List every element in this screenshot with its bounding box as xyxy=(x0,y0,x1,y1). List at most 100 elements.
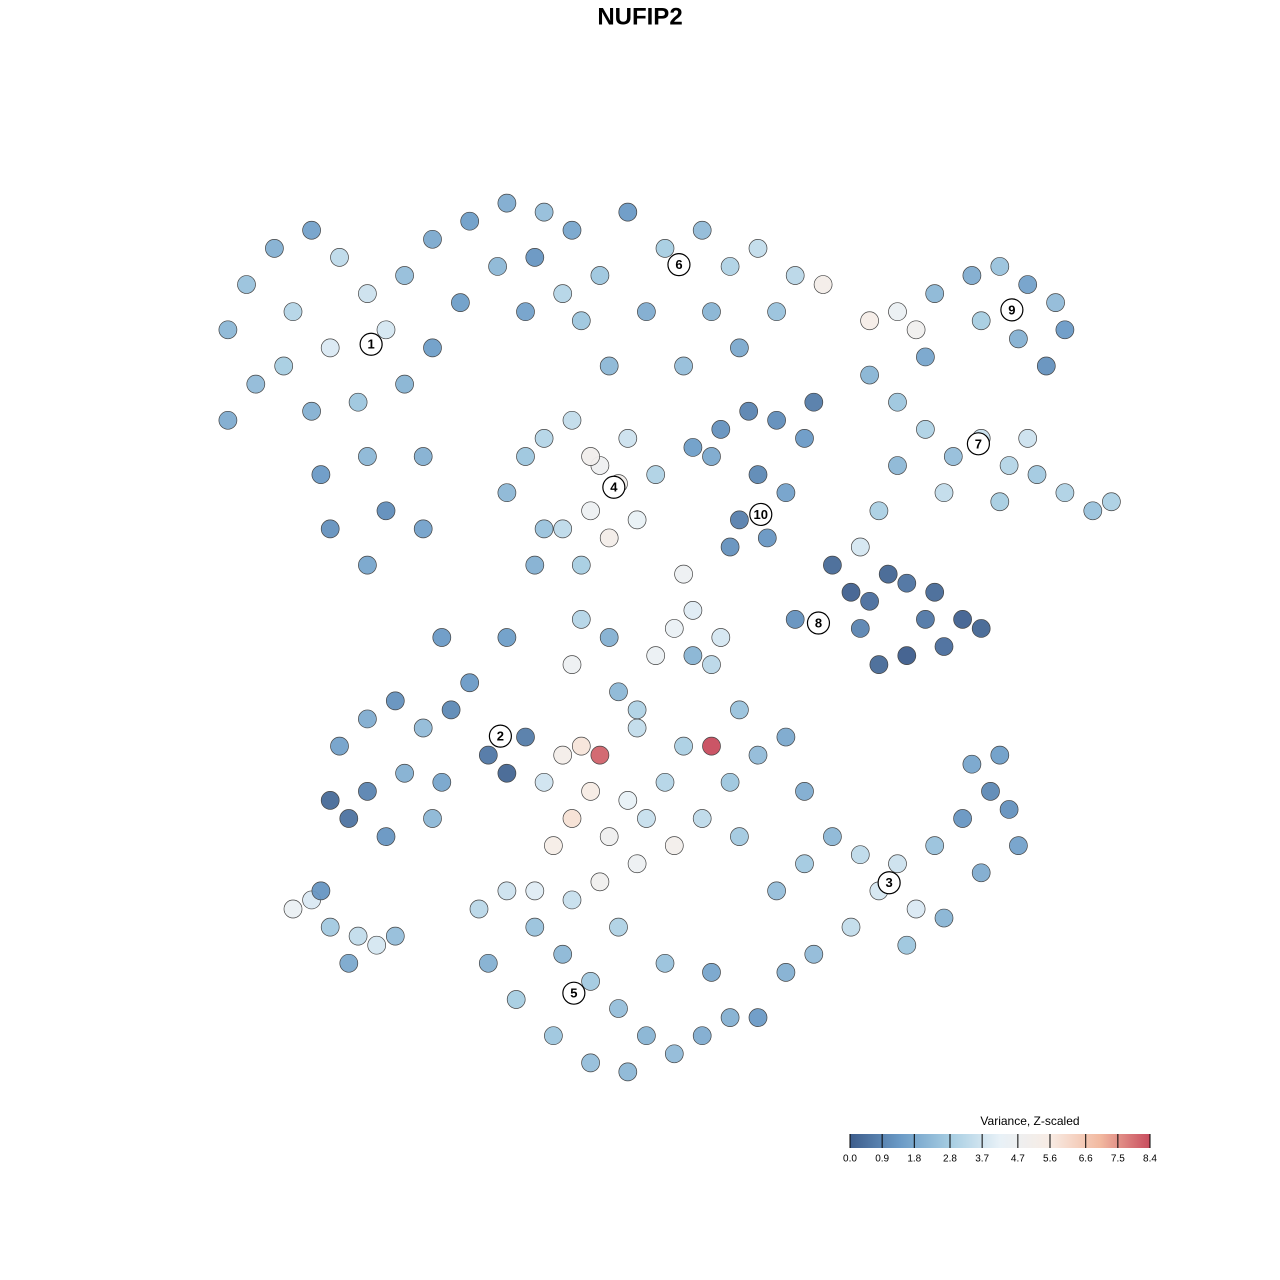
cell-point xyxy=(795,429,814,448)
cluster-label: 5 xyxy=(570,986,577,1001)
cell-point xyxy=(888,392,907,412)
cell-point xyxy=(385,691,405,711)
cell-point xyxy=(748,465,768,484)
cell-point xyxy=(274,356,294,376)
cell-point xyxy=(218,410,238,430)
cell-point xyxy=(646,646,666,665)
cell-point xyxy=(320,519,340,539)
cell-point xyxy=(581,972,600,991)
cell-point xyxy=(888,854,907,874)
cell-point xyxy=(990,257,1010,276)
cell-point xyxy=(702,447,721,466)
cell-point xyxy=(776,727,796,747)
cell-point xyxy=(562,890,582,910)
cluster-badge xyxy=(749,502,773,527)
cell-point xyxy=(339,953,359,973)
cell-point xyxy=(1027,465,1047,484)
cell-point xyxy=(971,311,991,331)
cell-point xyxy=(795,781,814,801)
cell-point xyxy=(897,935,917,955)
cell-point xyxy=(376,501,396,521)
cell-point xyxy=(637,302,656,322)
cell-point xyxy=(767,881,786,901)
cell-point xyxy=(358,781,377,801)
cell-point xyxy=(618,202,638,222)
cell-point xyxy=(413,519,433,539)
cell-point xyxy=(432,628,452,647)
cell-point xyxy=(283,302,303,322)
cell-point xyxy=(609,682,628,702)
cell-point xyxy=(795,854,814,874)
cell-point xyxy=(330,736,349,756)
cell-point xyxy=(962,754,982,774)
colorbar xyxy=(850,1134,1150,1148)
cell-point xyxy=(348,392,368,412)
cell-point xyxy=(720,537,740,557)
cell-point xyxy=(739,401,759,421)
cell-point xyxy=(1083,501,1103,521)
cell-point xyxy=(497,881,517,901)
cell-point xyxy=(581,501,600,521)
cluster-badge xyxy=(966,432,991,456)
cell-point xyxy=(655,239,675,258)
cell-point xyxy=(878,564,898,584)
cell-point xyxy=(692,220,712,240)
cell-point xyxy=(311,881,331,901)
cell-point xyxy=(320,338,340,358)
cell-point xyxy=(1055,483,1075,503)
cell-point xyxy=(571,555,591,575)
cell-point xyxy=(999,456,1019,475)
cell-point xyxy=(432,772,452,792)
cell-point xyxy=(395,266,414,285)
cell-point xyxy=(376,320,396,340)
cell-point xyxy=(674,736,693,756)
cluster-badge xyxy=(562,981,586,1005)
cell-point xyxy=(916,610,935,629)
cluster-label: 3 xyxy=(886,875,893,890)
cell-point xyxy=(674,564,693,584)
cell-point xyxy=(1009,836,1028,856)
cell-point xyxy=(609,999,628,1018)
colorbar-tick-label: 1.8 xyxy=(907,1154,921,1165)
cell-point xyxy=(283,899,303,919)
cluster-label: 9 xyxy=(1008,302,1015,317)
cell-point xyxy=(516,302,535,322)
cell-point xyxy=(311,465,331,484)
cell-point xyxy=(599,528,619,548)
cell-point xyxy=(385,926,405,946)
cell-point xyxy=(683,600,703,620)
cell-point xyxy=(562,809,582,828)
cell-point xyxy=(553,944,573,964)
colorbar-tick-label: 3.7 xyxy=(975,1154,989,1165)
cluster-badge xyxy=(667,253,691,277)
cell-point xyxy=(674,356,693,376)
cell-point xyxy=(971,619,991,638)
cell-point xyxy=(702,655,721,675)
cell-point xyxy=(441,700,461,720)
cell-point xyxy=(711,628,731,647)
cluster-label: 8 xyxy=(815,615,822,630)
cell-point xyxy=(237,275,256,294)
cluster-badge xyxy=(602,475,626,499)
cell-point xyxy=(702,962,721,982)
cell-point xyxy=(720,772,740,792)
cell-point xyxy=(776,962,796,982)
cell-point xyxy=(637,1026,656,1046)
cell-point xyxy=(581,447,600,466)
cell-point xyxy=(925,284,945,303)
cluster-badge xyxy=(359,332,383,356)
cell-point xyxy=(553,284,573,303)
cell-point xyxy=(785,266,805,285)
cell-point xyxy=(302,401,321,421)
cell-point xyxy=(655,772,675,792)
cell-point xyxy=(320,917,340,937)
cell-point xyxy=(423,338,442,358)
cell-point xyxy=(897,646,917,665)
colorbar-tick-label: 8.4 xyxy=(1143,1154,1157,1165)
cell-point xyxy=(683,646,703,665)
cell-point xyxy=(581,781,600,801)
cell-point xyxy=(804,392,824,412)
cell-point xyxy=(544,1026,563,1046)
cell-point xyxy=(627,700,647,720)
cell-point xyxy=(571,610,591,629)
